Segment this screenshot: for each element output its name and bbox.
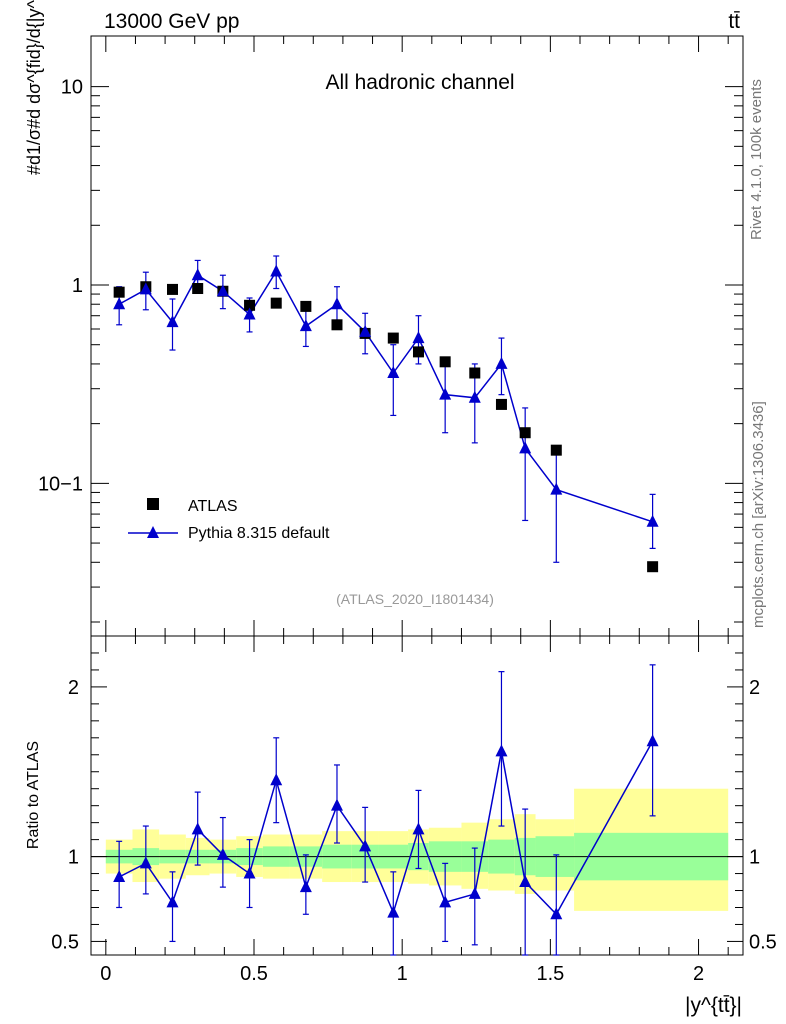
x-tick-label: 1.5 <box>536 963 564 985</box>
main-y-tick-label: 1 <box>72 275 83 297</box>
pythia-point <box>359 324 372 337</box>
ratio-ylabel: Ratio to ATLAS <box>25 741 42 849</box>
legend-atlas-label: ATLAS <box>188 498 238 515</box>
ratio-point <box>359 839 372 852</box>
atlas-point <box>412 346 424 358</box>
ratio-point <box>166 895 179 908</box>
mcplots-label-text: mcplots.cern.ch [arXiv:1306.3436] <box>750 401 767 628</box>
atlas-point <box>495 398 507 410</box>
atlas-point <box>469 367 481 379</box>
atlas-point <box>113 286 125 298</box>
x-tick-label: 0.5 <box>240 963 268 985</box>
ratio-point <box>550 907 563 920</box>
energy-label: 13000 GeV pp <box>104 10 239 33</box>
pythia-point <box>387 366 400 379</box>
ratio-ylabel-text: Ratio to ATLAS <box>25 741 42 849</box>
main-ylabel-text: #d1/σ#d dσ^{fid}/d{|y^{tt̄}|} <box>24 0 44 175</box>
ratio-series-group <box>113 664 659 956</box>
legend-pythia-marker <box>147 526 159 538</box>
ratio-point <box>495 744 508 757</box>
pythia-point <box>550 482 563 495</box>
x-tick-label: 0 <box>100 963 111 985</box>
pythia-point <box>468 390 481 403</box>
main-panel-title: All hadronic channel <box>325 71 514 94</box>
atlas-point <box>244 299 256 311</box>
atlas-point <box>192 283 204 295</box>
ratio-point <box>412 822 425 835</box>
pythia-point <box>243 307 256 320</box>
atlas-point <box>167 283 178 295</box>
ratio-y-tick-label-left: 2 <box>68 677 79 699</box>
pythia-point <box>270 264 283 277</box>
atlas-point <box>387 332 399 344</box>
ratio-point <box>387 905 400 918</box>
pythia-point <box>439 387 452 400</box>
pythia-point <box>519 441 532 454</box>
ratio-point <box>468 886 481 899</box>
pythia-point <box>139 282 152 295</box>
pythia-point <box>330 297 343 310</box>
rivet-label-text: Rivet 4.1.0, 100k events <box>748 79 765 240</box>
pythia-point <box>191 268 204 281</box>
atlas-point <box>270 297 282 309</box>
ratio-panel-frame <box>90 635 744 956</box>
ratio-point <box>216 847 229 860</box>
ratio-y-tick-label-left: 0.5 <box>51 931 79 953</box>
main-y-tick-label: 10 <box>61 77 83 99</box>
ratio-y-tick-label-right: 0.5 <box>749 931 777 953</box>
pythia-point <box>495 356 508 369</box>
ratio-point <box>646 734 659 747</box>
pythia-point <box>299 319 312 332</box>
atlas-point <box>519 427 531 439</box>
ratio-panel-ticks: 0.5 0.5 1 1 2 2 0 0.5 1 1.5 2 <box>51 635 777 985</box>
ratio-y-tick-label-right: 1 <box>749 847 760 869</box>
ratio-point <box>519 875 532 888</box>
process-label: tt̄ <box>728 10 740 33</box>
ratio-y-tick-label-left: 1 <box>68 847 79 869</box>
ratio-point <box>191 822 204 835</box>
ratio-point <box>113 869 126 882</box>
pythia-point <box>166 315 179 328</box>
x-tick-label: 1 <box>397 963 408 985</box>
ratio-line <box>118 740 654 916</box>
rivet-label: Rivet 4.1.0, 100k events <box>748 79 765 240</box>
pythia-point <box>113 297 126 310</box>
ratio-y-tick-label-right: 2 <box>749 677 760 699</box>
pythia-point <box>412 331 425 344</box>
mcplots-label: mcplots.cern.ch [arXiv:1306.3436] <box>750 401 767 628</box>
legend: ATLAS Pythia 8.315 default <box>128 498 330 542</box>
atlas-point <box>550 444 562 456</box>
main-series-group <box>113 255 659 573</box>
ratio-point <box>243 866 256 879</box>
analysis-tag: (ATLAS_2020_I1801434) <box>336 591 494 607</box>
legend-pythia-label: Pythia 8.315 default <box>188 525 330 542</box>
atlas-point <box>331 319 343 331</box>
atlas-point <box>647 561 659 573</box>
x-axis-label: |y^{tt̄}| <box>685 994 742 1017</box>
legend-atlas-marker <box>147 498 159 510</box>
atlas-point <box>300 300 312 312</box>
atlas-point <box>439 356 451 368</box>
ratio-point <box>139 856 152 869</box>
pythia-point <box>216 284 229 297</box>
main-y-tick-label: 10−1 <box>38 473 83 495</box>
ratio-point <box>330 798 343 811</box>
pythia-point <box>646 514 659 527</box>
ratio-point <box>439 895 452 908</box>
ratio-point <box>299 880 312 893</box>
main-ylabel: #d1/σ#d dσ^{fid}/d{|y^{tt̄}|} <box>24 0 44 175</box>
ratio-point <box>270 773 283 786</box>
x-tick-label: 2 <box>693 963 704 985</box>
